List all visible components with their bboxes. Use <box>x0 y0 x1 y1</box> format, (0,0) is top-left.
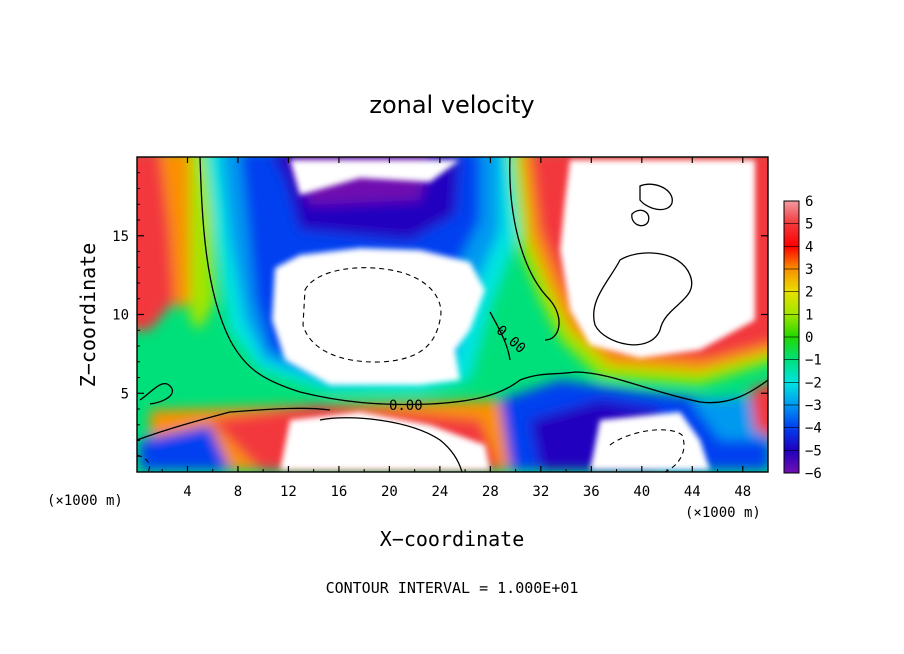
colorbar-label: −1 <box>805 353 822 369</box>
y-axis-ticks: 5 10 15 <box>112 172 768 457</box>
colorbar-label: 5 <box>805 217 813 233</box>
colorbar-label: −5 <box>805 443 822 459</box>
contour-label: 0.00 <box>389 398 423 414</box>
velocity-field <box>137 157 768 472</box>
z-unit-note: (×1000 m) <box>47 493 123 509</box>
colorbar: 6 5 4 3 2 1 0 −1 −2 −3 −4 −5 −6 <box>783 194 822 482</box>
colorbar-label: −2 <box>805 375 822 391</box>
x-tick-label: 44 <box>684 484 701 500</box>
x-tick-label: 16 <box>330 484 347 500</box>
contour-interval-note: CONTOUR INTERVAL = 1.000E+01 <box>326 579 579 597</box>
colorbar-label: −3 <box>805 398 822 414</box>
x-tick-label: 32 <box>532 484 549 500</box>
colorbar-label: −6 <box>805 466 822 482</box>
x-tick-label: 28 <box>482 484 499 500</box>
x-tick-label: 24 <box>431 484 448 500</box>
x-tick-label: 12 <box>280 484 297 500</box>
colorbar-label: 1 <box>805 307 813 323</box>
x-tick-label: 20 <box>381 484 398 500</box>
colorbar-label: 0 <box>805 330 813 346</box>
colorbar-label: −4 <box>805 421 822 437</box>
x-tick-label: 4 <box>183 484 191 500</box>
colorbar-label: 4 <box>805 239 813 255</box>
colorbar-label: 6 <box>805 194 813 210</box>
x-tick-label: 8 <box>234 484 242 500</box>
y-tick-label: 15 <box>112 229 129 245</box>
y-tick-label: 10 <box>112 308 129 324</box>
chart-title: zonal velocity <box>369 91 534 119</box>
x-axis-label: X−coordinate <box>380 527 525 551</box>
colorbar-label: 3 <box>805 262 813 278</box>
x-axis-ticks: 4 8 12 16 20 24 28 32 36 40 44 48 <box>161 157 751 500</box>
colorbar-label: 2 <box>805 285 813 301</box>
y-axis-label: Z−coordinate <box>76 243 100 388</box>
x-tick-label: 48 <box>734 484 751 500</box>
contour-label-text: 0.00 <box>389 398 423 414</box>
x-tick-label: 40 <box>633 484 650 500</box>
x-tick-label: 36 <box>583 484 600 500</box>
x-unit-note: (×1000 m) <box>685 505 761 521</box>
y-tick-label: 5 <box>121 386 129 402</box>
